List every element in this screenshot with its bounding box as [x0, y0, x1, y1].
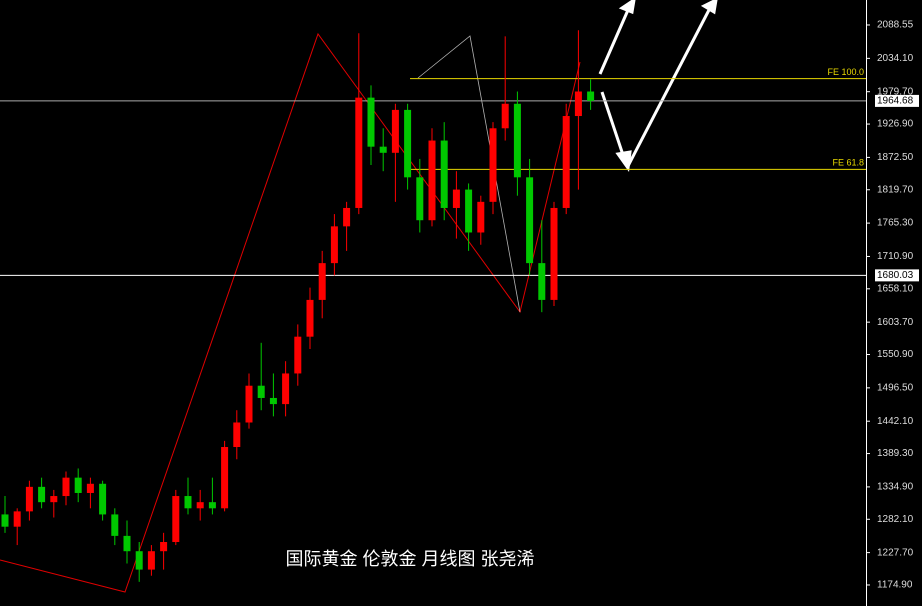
candle-body [99, 483, 107, 515]
y-tick-label: 1765.30 [877, 218, 914, 229]
candle-body [111, 514, 119, 536]
y-tick-label: 1658.10 [877, 283, 914, 294]
arrow-head [618, 0, 636, 15]
candle-body [465, 189, 473, 233]
arrow-head [615, 150, 632, 172]
arrow [626, 7, 712, 167]
candle-body [25, 486, 33, 512]
candle-body [294, 336, 302, 374]
y-tick-label: 2088.55 [877, 20, 914, 31]
y-tick-label: 1819.70 [877, 184, 914, 195]
candle-body [416, 177, 424, 221]
candle-body [13, 511, 21, 527]
candle-body [318, 263, 326, 300]
candle-body [257, 385, 265, 398]
arrow [600, 91, 626, 159]
candle-body [282, 373, 290, 405]
candle-body [440, 140, 448, 208]
candle-body [343, 207, 351, 227]
price-label: 1680.03 [877, 270, 914, 281]
candle-body [550, 207, 558, 300]
candle-body [221, 447, 229, 509]
candle-body [196, 502, 204, 509]
candle-body [135, 551, 143, 570]
arrow [598, 9, 630, 75]
candle-body [452, 189, 460, 208]
y-tick-label: 1334.90 [877, 482, 914, 493]
arrows [598, 0, 718, 172]
candle-body [208, 502, 216, 509]
candle-body [233, 422, 241, 448]
candle-body [562, 116, 570, 208]
candle-body [404, 109, 412, 178]
y-tick-label: 1174.90 [877, 580, 913, 591]
candle-body [147, 551, 155, 570]
candle-body [86, 483, 94, 493]
y-tick-label: 2034.10 [877, 53, 914, 64]
pattern-line [417, 35, 521, 313]
candle-body [160, 542, 168, 552]
price-box [875, 94, 919, 107]
candle-body [489, 128, 497, 202]
candle-body [501, 103, 509, 129]
fe-label: FE 61.8 [832, 158, 864, 168]
chart-title: 国际黄金 伦敦金 月线图 张尧浠 [285, 549, 534, 569]
y-tick-label: 1389.30 [877, 448, 914, 459]
y-tick-label: 1710.90 [877, 251, 914, 262]
candle-body [172, 496, 180, 543]
candle-body [379, 146, 387, 153]
candle-body [587, 91, 595, 101]
y-tick-label: 1442.10 [877, 416, 914, 427]
candle-body [477, 201, 485, 233]
y-tick-label: 1227.70 [877, 547, 914, 558]
y-tick-label: 1926.90 [877, 119, 914, 130]
y-tick-label: 1496.50 [877, 383, 914, 394]
price-box [875, 269, 919, 282]
y-tick-label: 1872.50 [877, 152, 914, 163]
candle-body [306, 299, 314, 337]
candle-body [184, 496, 192, 509]
y-tick-label: 1979.70 [877, 86, 914, 97]
candle-body [428, 140, 436, 221]
candle-body [50, 496, 58, 503]
y-tick-label: 1550.90 [877, 349, 914, 360]
arrow-head [700, 0, 718, 15]
candle-body [574, 91, 582, 117]
candle-body [526, 177, 534, 264]
price-label: 1964.68 [877, 96, 914, 107]
candle-body [355, 97, 363, 208]
y-tick-label: 1603.70 [877, 317, 914, 328]
candle-body [245, 385, 253, 423]
candle-body [391, 109, 399, 153]
candle-body [367, 97, 375, 147]
candle-body [1, 514, 9, 527]
candle-body [62, 477, 70, 497]
candle-body [269, 397, 277, 405]
y-tick-label: 1282.10 [877, 514, 914, 525]
candle-body [123, 535, 131, 552]
fe-label: FE 100.0 [827, 67, 864, 77]
candle-body [74, 477, 82, 493]
candle-body [38, 486, 46, 503]
candle-body [513, 103, 521, 178]
candle-body [330, 226, 338, 264]
zigzag [0, 32, 581, 593]
candle-body [538, 263, 546, 300]
